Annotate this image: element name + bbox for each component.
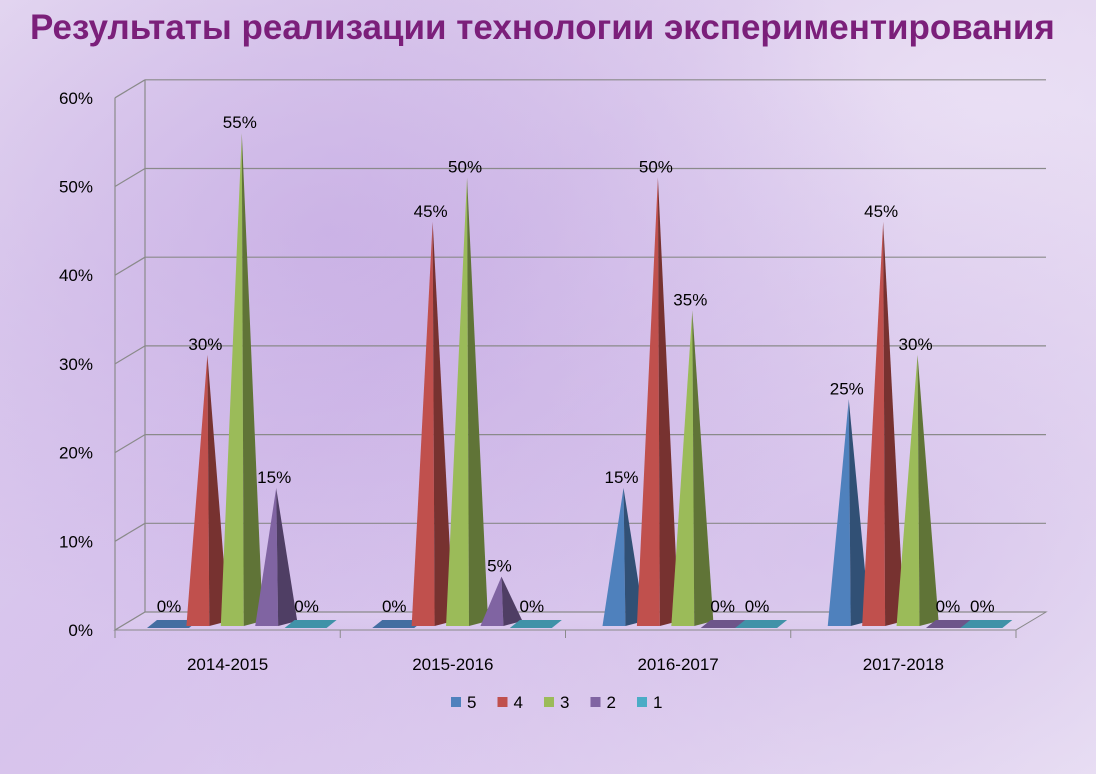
data-label: 0% xyxy=(745,597,770,616)
slide-title: Результаты реализации технологии экспери… xyxy=(30,8,1055,47)
data-label: 5% xyxy=(487,557,512,576)
gridline-side xyxy=(114,611,146,631)
cone-mark xyxy=(636,177,660,626)
cone-shadow xyxy=(657,177,679,626)
gridline-side xyxy=(114,434,146,454)
cone-shadow xyxy=(241,133,263,626)
cone-mark xyxy=(220,133,244,626)
legend-label: 5 xyxy=(467,693,476,712)
y-tick-label: 10% xyxy=(59,532,93,551)
cone-shadow xyxy=(883,221,905,626)
cone-mark xyxy=(480,576,504,626)
y-tick-label: 50% xyxy=(59,178,93,197)
cone-mark xyxy=(411,221,435,626)
y-tick-label: 40% xyxy=(59,266,93,285)
cone-mark xyxy=(896,354,920,626)
cone-mark xyxy=(284,620,337,628)
data-label: 0% xyxy=(970,597,995,616)
data-label: 45% xyxy=(414,202,448,221)
cone-shadow xyxy=(848,399,870,626)
gridline-side xyxy=(114,256,146,276)
gridline-side xyxy=(114,345,146,365)
cone-mark xyxy=(186,354,210,626)
cone-shadow xyxy=(501,576,523,626)
y-tick-label: 20% xyxy=(59,444,93,463)
legend-swatch xyxy=(637,697,647,707)
x-tick-label: 2017-2018 xyxy=(863,655,944,674)
data-label: 35% xyxy=(673,291,707,310)
chart-grid xyxy=(113,79,1048,631)
cone-mark xyxy=(602,487,626,626)
data-label: 0% xyxy=(294,597,319,616)
cone-mark xyxy=(671,310,695,626)
x-tick-label: 2016-2017 xyxy=(637,655,718,674)
legend-label: 4 xyxy=(514,693,523,712)
cone-shadow xyxy=(467,177,489,626)
data-labels: 0% 30% 55% 15% 0% 0% 45% 50% 5% 0% 15% 50% 35% 0% 0% 25… xyxy=(157,113,995,616)
legend-label: 1 xyxy=(653,693,662,712)
cone-mark xyxy=(827,399,851,626)
y-tick-label: 60% xyxy=(59,89,93,108)
legend-swatch xyxy=(544,697,554,707)
data-label: 15% xyxy=(257,468,291,487)
legend-label: 3 xyxy=(560,693,569,712)
data-label: 0% xyxy=(936,597,961,616)
cone-mark xyxy=(147,620,199,628)
x-axis: 2014-2015 2015-2016 2016-2017 2017-2018 xyxy=(114,630,1017,674)
data-label: 25% xyxy=(830,379,864,398)
legend-swatch xyxy=(497,697,508,707)
cone-mark xyxy=(446,177,469,626)
gridline-side xyxy=(114,167,146,188)
data-label: 30% xyxy=(899,335,933,354)
y-tick-label: 0% xyxy=(68,621,93,640)
data-label: 15% xyxy=(604,468,638,487)
x-tick-label: 2015-2016 xyxy=(412,655,493,674)
data-label: 0% xyxy=(710,597,735,616)
data-label: 0% xyxy=(157,597,182,616)
data-label: 30% xyxy=(188,335,222,354)
data-label: 50% xyxy=(448,158,482,177)
data-label: 45% xyxy=(864,202,898,221)
gridline-side xyxy=(114,522,146,542)
cone-shadow xyxy=(207,354,229,626)
cone-shadow xyxy=(692,310,714,626)
cone-mark xyxy=(372,620,425,628)
y-axis: 0% 10% 20% 30% 40% 50% 60% xyxy=(59,79,146,640)
cone-shadow xyxy=(917,354,939,626)
cone-shadow xyxy=(276,487,298,626)
legend-label: 2 xyxy=(607,693,616,712)
cone-mark xyxy=(255,487,279,626)
cone-mark xyxy=(509,620,562,628)
cone-mark xyxy=(960,620,1013,628)
cone-shadow xyxy=(432,221,454,626)
y-tick-label: 30% xyxy=(59,355,93,374)
legend-swatch xyxy=(590,697,601,707)
gridline-side xyxy=(114,79,146,99)
legend: 5 4 3 2 1 xyxy=(451,693,662,712)
cone-mark xyxy=(735,620,788,628)
legend-swatch xyxy=(451,697,461,707)
x-tick-label: 2014-2015 xyxy=(187,655,268,674)
data-label: 50% xyxy=(639,158,673,177)
data-label: 0% xyxy=(520,597,545,616)
cone-mark xyxy=(862,221,886,626)
data-label: 0% xyxy=(382,597,407,616)
data-label: 55% xyxy=(223,113,257,132)
cones xyxy=(147,133,1013,628)
